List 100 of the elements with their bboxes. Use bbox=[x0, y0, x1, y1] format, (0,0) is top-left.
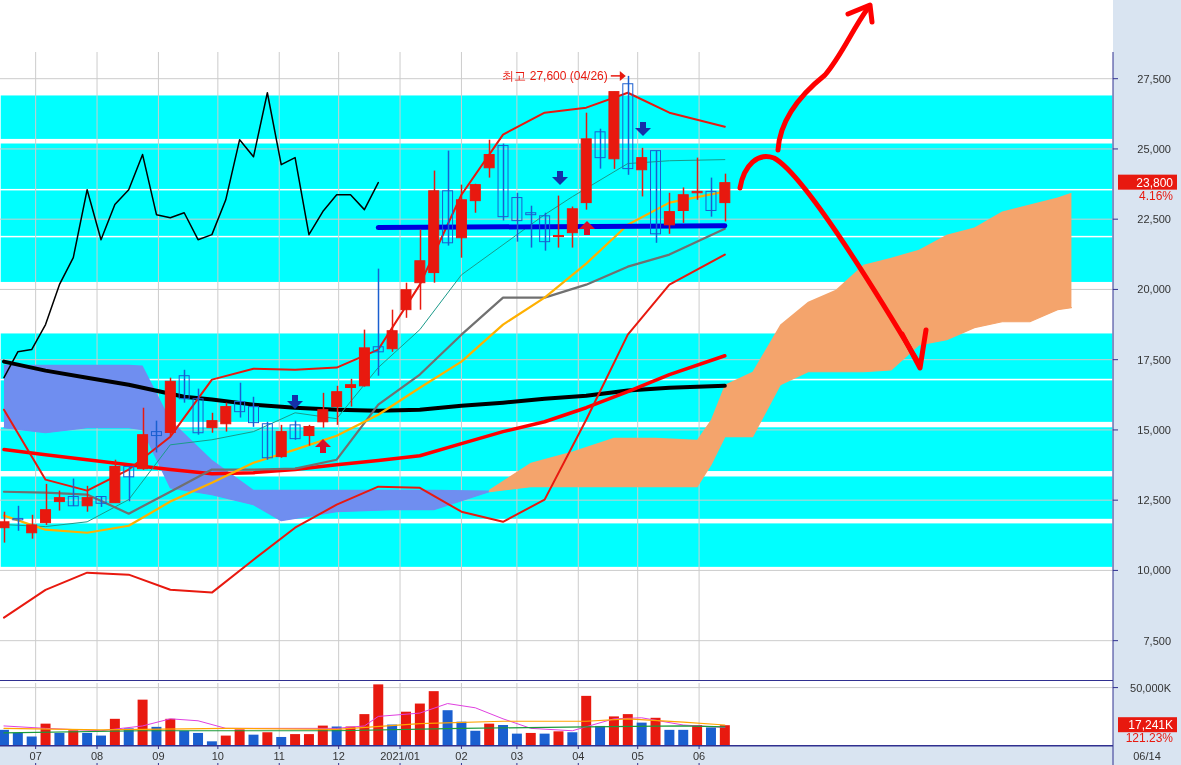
candlestick bbox=[636, 147, 648, 198]
x-tick-label: 10 bbox=[211, 750, 224, 762]
bar bbox=[470, 730, 481, 745]
bar bbox=[692, 725, 703, 745]
bar bbox=[12, 732, 23, 745]
bar bbox=[525, 732, 536, 745]
candlestick bbox=[26, 514, 38, 540]
bar bbox=[622, 714, 633, 745]
bar bbox=[220, 735, 231, 745]
candlestick bbox=[0, 510, 10, 544]
candlestick bbox=[192, 387, 204, 436]
bar bbox=[26, 736, 37, 745]
bar bbox=[608, 716, 619, 745]
candlestick bbox=[400, 281, 412, 319]
candlestick bbox=[442, 149, 454, 247]
bar bbox=[498, 725, 509, 745]
bar bbox=[262, 732, 273, 745]
bar bbox=[290, 734, 301, 745]
candlestick bbox=[650, 149, 662, 244]
candlestick bbox=[123, 465, 135, 503]
candlestick bbox=[317, 392, 329, 429]
candlestick bbox=[622, 75, 634, 176]
candlestick bbox=[497, 142, 509, 222]
candlestick bbox=[719, 172, 731, 223]
x-tick-label: 04 bbox=[572, 750, 585, 762]
candlestick bbox=[511, 192, 523, 243]
text: 23,800 bbox=[1136, 175, 1174, 190]
line-series bbox=[2, 353, 727, 476]
candlestick bbox=[372, 267, 384, 377]
bar bbox=[595, 725, 606, 745]
candlestick bbox=[677, 186, 689, 224]
text: 17,241K bbox=[1128, 718, 1173, 733]
candlestick bbox=[566, 205, 578, 249]
candlestick bbox=[345, 378, 357, 408]
candlestick bbox=[469, 183, 481, 214]
bar bbox=[276, 736, 287, 745]
y-tick-label: 22,500 bbox=[1137, 213, 1171, 226]
bar bbox=[54, 732, 65, 745]
bar bbox=[719, 725, 730, 745]
candlestick bbox=[525, 204, 537, 249]
x-tick-label: 07 bbox=[29, 750, 42, 762]
bar bbox=[553, 731, 564, 745]
candlestick bbox=[386, 308, 398, 353]
x-tick-label: 03 bbox=[510, 750, 524, 762]
bar bbox=[636, 722, 647, 745]
candlestick bbox=[691, 156, 703, 201]
candlestick bbox=[483, 138, 495, 179]
candlestick bbox=[234, 381, 246, 419]
candlestick bbox=[178, 369, 190, 404]
x-tick-label: 2021/01 bbox=[380, 750, 420, 762]
bar bbox=[664, 729, 675, 745]
text: 121.23% bbox=[1125, 731, 1174, 746]
bar bbox=[581, 695, 592, 745]
line-series bbox=[2, 227, 726, 515]
candlestick bbox=[539, 211, 551, 252]
candlestick bbox=[220, 401, 232, 433]
bar bbox=[539, 733, 550, 745]
bar bbox=[137, 699, 148, 745]
y-tick-label: 15,000 bbox=[1137, 423, 1171, 436]
candlestick bbox=[331, 385, 343, 426]
candlestick bbox=[150, 419, 162, 454]
candlestick bbox=[705, 176, 717, 218]
candlestick bbox=[594, 127, 606, 170]
x-tick-label: 02 bbox=[455, 750, 468, 762]
text: 06/14 bbox=[1133, 750, 1161, 762]
bar bbox=[303, 734, 314, 745]
x-tick-label: 11 bbox=[273, 750, 285, 762]
x-tick-label: 05 bbox=[631, 750, 644, 762]
candlestick bbox=[12, 505, 24, 532]
candlestick bbox=[53, 489, 65, 512]
candlestick bbox=[289, 419, 301, 441]
bar bbox=[705, 727, 716, 745]
bar bbox=[193, 732, 204, 745]
y-tick-label: 20,000 bbox=[1137, 283, 1171, 296]
candlestick bbox=[248, 396, 259, 428]
bar bbox=[179, 730, 190, 745]
candlestick bbox=[552, 194, 564, 249]
y-tick-label: 27,500 bbox=[1137, 72, 1171, 85]
candlestick bbox=[261, 421, 273, 461]
x-tick-label: 09 bbox=[152, 750, 165, 762]
candlestick bbox=[67, 477, 79, 507]
y-tick-label: 17,500 bbox=[1137, 353, 1171, 366]
bar bbox=[428, 691, 439, 745]
candlestick bbox=[40, 483, 52, 526]
text: 4.16% bbox=[1138, 188, 1174, 203]
bar bbox=[0, 729, 9, 745]
candlestick bbox=[303, 424, 315, 447]
bar bbox=[678, 729, 689, 745]
bar bbox=[567, 732, 578, 745]
annotation: 최고 27,600 (04/26) bbox=[502, 68, 608, 83]
y-tick-label: 50,000K bbox=[1130, 681, 1172, 694]
candlestick bbox=[414, 228, 426, 311]
bar bbox=[442, 710, 453, 745]
bar bbox=[234, 729, 245, 745]
y-tick-label: 12,500 bbox=[1137, 494, 1171, 507]
bar bbox=[82, 732, 93, 745]
bar bbox=[511, 733, 522, 745]
candlestick bbox=[206, 412, 218, 434]
y-tick-label: 7,500 bbox=[1143, 634, 1171, 647]
candlestick bbox=[663, 192, 675, 235]
